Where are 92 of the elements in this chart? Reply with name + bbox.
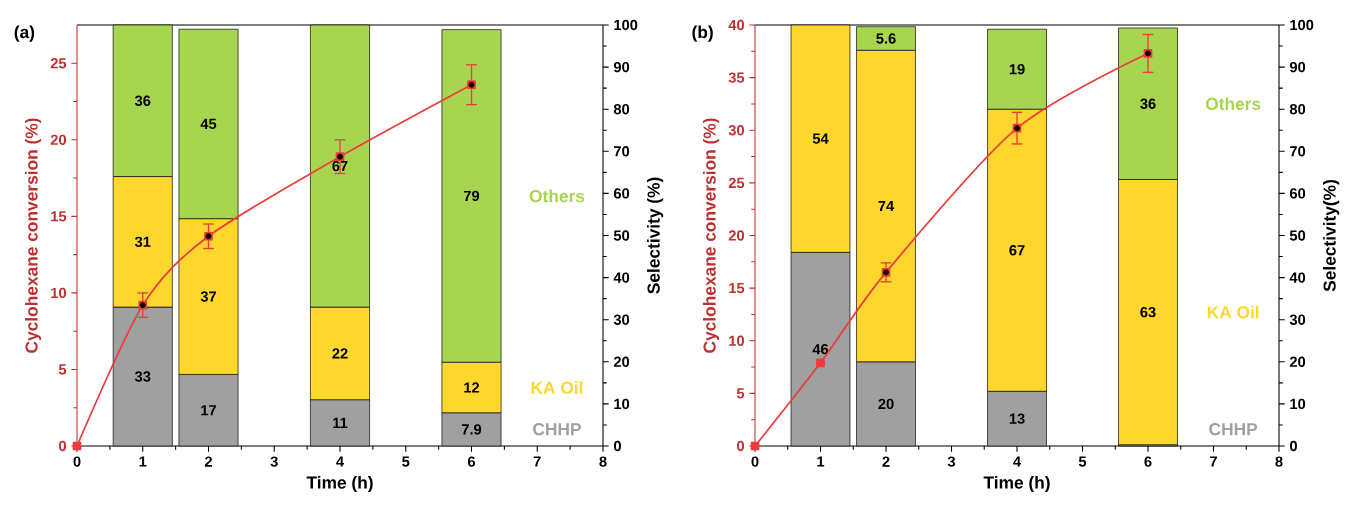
y2-tick-label: 80 — [1289, 104, 1306, 115]
y-tick-label: 0 — [59, 440, 66, 452]
data-label: 11 — [333, 417, 348, 428]
y-tick-label: 10 — [51, 287, 66, 299]
data-label: 12 — [464, 382, 480, 393]
y2-tick-label: 30 — [613, 314, 630, 325]
data-label: 36 — [134, 95, 151, 106]
data-label: 67 — [1009, 245, 1025, 256]
y2-tick-label: 60 — [1289, 188, 1306, 199]
y-tick-label: 30 — [728, 125, 744, 136]
x-tick-label: 4 — [1013, 456, 1021, 467]
y-tick-label: 10 — [729, 335, 744, 346]
data-label: 54 — [812, 133, 829, 144]
y2-tick-label: 20 — [1289, 356, 1306, 367]
y2-tick-label: 70 — [614, 146, 630, 157]
y-tick-label: 15 — [729, 283, 745, 294]
series-label: KA Oil — [531, 381, 583, 394]
y2-tick-label: 80 — [613, 104, 630, 115]
y2-tick-label: 50 — [613, 230, 630, 241]
y2-tick-label: 30 — [1289, 314, 1306, 325]
y2-tick-label: 20 — [613, 356, 630, 367]
data-label: 63 — [1140, 306, 1156, 318]
data-label: 5.6 — [876, 33, 896, 44]
y-tick-label: 5 — [736, 388, 745, 399]
data-label: 74 — [878, 200, 895, 212]
y-tick-label: 20 — [728, 230, 744, 241]
y2-tick-label: 90 — [1289, 61, 1306, 73]
data-label: 36 — [1140, 98, 1156, 109]
y2-tick-label: 100 — [614, 19, 638, 31]
x-tick-label: 3 — [270, 456, 278, 467]
y2-tick-label: 60 — [613, 188, 630, 199]
data-label: 79 — [463, 190, 480, 202]
x-tick-label: 6 — [1144, 456, 1152, 467]
series-label: Others — [1205, 97, 1261, 111]
x-tick-label: 5 — [1078, 456, 1087, 467]
chart-title: (b) — [692, 25, 713, 42]
data-label: 45 — [200, 118, 217, 130]
series-label: CHHP — [533, 423, 581, 436]
x-tick-label: 3 — [947, 456, 956, 467]
x-tick-label: 7 — [533, 456, 541, 467]
x-tick-label: 0 — [751, 456, 759, 467]
data-label: 20 — [878, 398, 894, 410]
y-tick-label: 25 — [728, 177, 745, 189]
data-label: 7.9 — [461, 424, 482, 435]
y-tick-label: 0 — [737, 440, 744, 452]
y2-tick-label: 40 — [1289, 272, 1306, 283]
data-label: 46 — [812, 343, 829, 355]
y-tick-label: 40 — [728, 19, 744, 31]
y2-tick-label: 90 — [613, 61, 630, 73]
y2-tick-label: 10 — [1290, 398, 1306, 410]
y2-tick-label: 100 — [1290, 19, 1314, 31]
y-tick-label: 35 — [728, 72, 745, 83]
y2-tick-label: 70 — [1290, 146, 1306, 157]
y2-tick-label: 10 — [614, 398, 630, 410]
y-axis-title: Cyclohexane conversion (%) — [702, 118, 720, 353]
x-tick-label: 1 — [817, 456, 825, 467]
x-tick-label: 2 — [204, 456, 212, 467]
y-tick-label: 25 — [50, 58, 67, 69]
data-label: 22 — [332, 348, 348, 359]
data-label: 67 — [332, 160, 348, 172]
x-tick-label: 6 — [467, 456, 476, 467]
y2-axis-title: Selectivity(%) — [1323, 180, 1340, 292]
data-label: 13 — [1009, 413, 1025, 424]
data-label: 19 — [1009, 64, 1025, 75]
x-tick-label: 0 — [73, 456, 81, 467]
y2-tick-label: 50 — [1289, 230, 1306, 241]
chart-title: (a) — [14, 25, 35, 42]
y-tick-label: 20 — [50, 134, 66, 146]
y2-tick-label: 40 — [613, 272, 630, 283]
y2-tick-label: 0 — [613, 440, 621, 452]
x-tick-label: 5 — [402, 456, 410, 467]
y2-tick-label: 0 — [1290, 440, 1297, 452]
y2-axis-title: Selectivity (%) — [647, 177, 664, 294]
series-label: CHHP — [1209, 423, 1258, 436]
y-axis-title: Cyclohexane conversion (%) — [24, 118, 42, 353]
data-label: 33 — [134, 371, 151, 382]
y-tick-label: 15 — [51, 211, 67, 222]
data-label: 37 — [200, 291, 217, 302]
x-tick-label: 7 — [1210, 456, 1217, 467]
x-tick-label: 8 — [599, 456, 607, 467]
x-tick-label: 2 — [882, 456, 890, 467]
x-tick-label: 8 — [1275, 456, 1283, 467]
point — [816, 358, 825, 368]
series-label: Others — [529, 189, 585, 203]
data-label: 17 — [201, 405, 217, 416]
series-label: KA Oil — [1207, 305, 1259, 319]
x-tick-label: 4 — [336, 456, 344, 467]
x-axis-title: Time (h) — [983, 475, 1050, 493]
x-tick-label: 1 — [139, 456, 147, 467]
x-axis-title: Time (h) — [306, 475, 373, 493]
data-label: 31 — [134, 236, 151, 248]
y-tick-label: 5 — [58, 364, 67, 375]
